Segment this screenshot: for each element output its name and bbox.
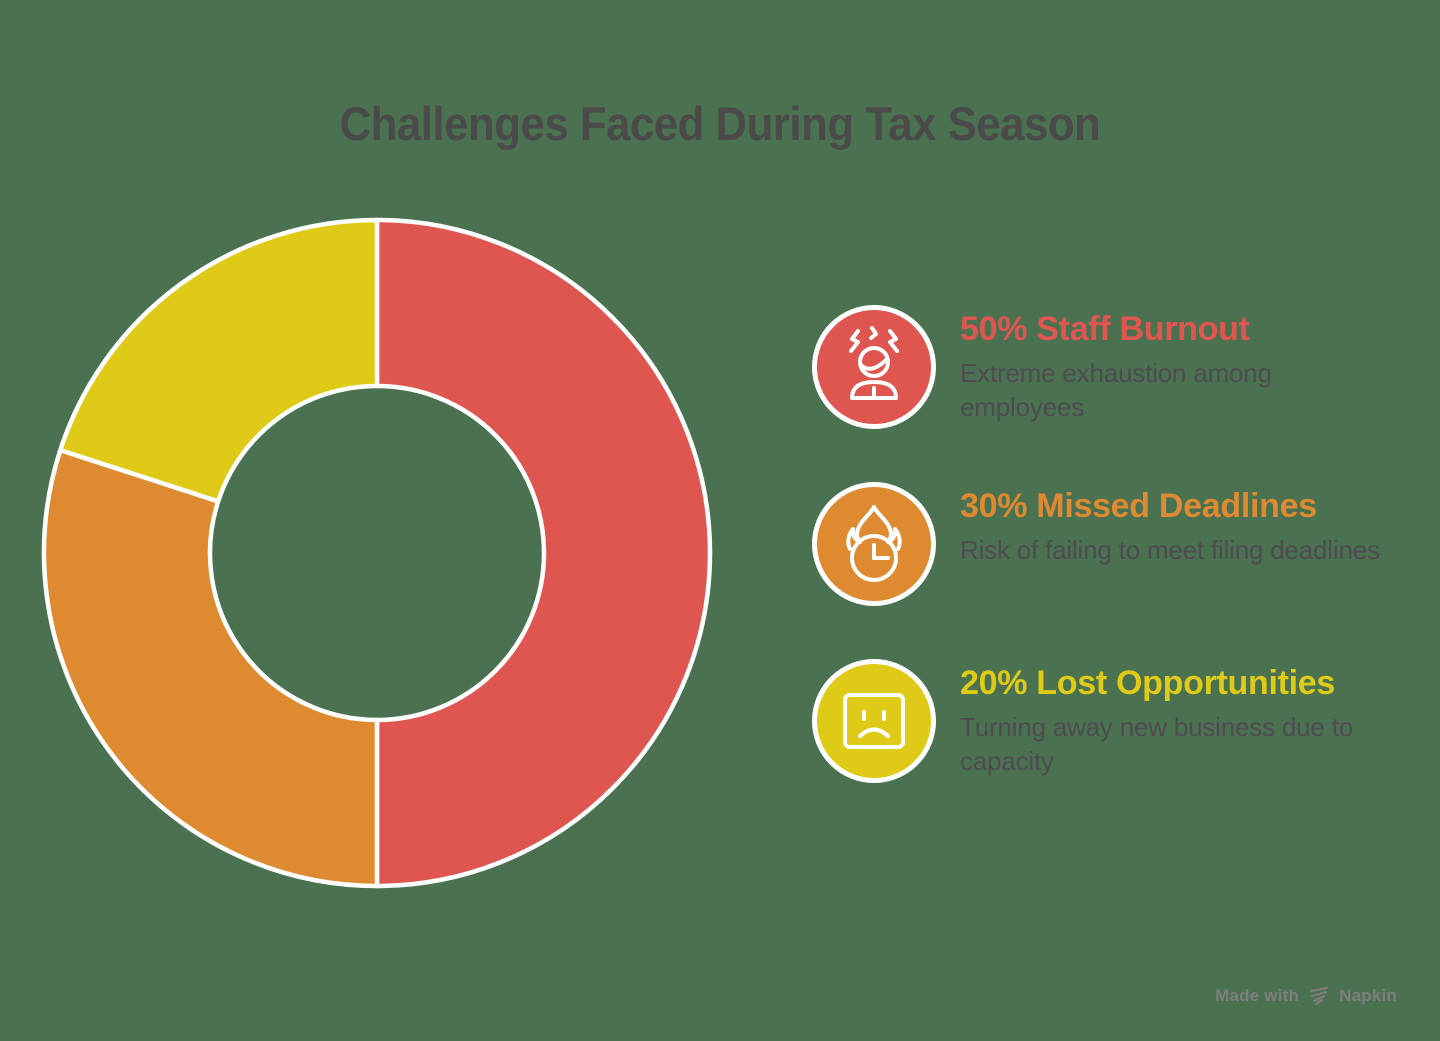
napkin-brand-label: Napkin <box>1339 986 1397 1005</box>
legend-title-staff-burnout: 50% Staff Burnout <box>960 310 1250 348</box>
flaming-clock-icon <box>812 482 936 606</box>
donut-chart-svg <box>41 217 713 889</box>
legend-text-staff-burnout: 50% Staff Burnout Extreme exhaustion amo… <box>960 305 1398 424</box>
donut-segment-staff-burnout <box>374 217 713 889</box>
page-title: Challenges Faced During Tax Season <box>0 96 1440 151</box>
page-title-text: Challenges Faced During Tax Season <box>339 97 1101 150</box>
legend-desc-missed-deadlines: Risk of failing to meet filing deadlines <box>960 535 1380 565</box>
legend-desc-lost-opportunities: Turning away new business due to capacit… <box>960 712 1353 776</box>
stressed-person-icon <box>812 305 936 429</box>
made-with-label: Made with <box>1215 986 1300 1005</box>
legend-item-lost-opportunities: 20% Lost Opportunities Turning away new … <box>812 659 1398 783</box>
chart-legend: 50% Staff Burnout Extreme exhaustion amo… <box>812 305 1398 783</box>
sad-face-icon <box>812 659 936 783</box>
legend-item-staff-burnout: 50% Staff Burnout Extreme exhaustion amo… <box>812 305 1398 429</box>
napkin-logo-icon <box>1310 986 1329 1006</box>
legend-item-missed-deadlines: 30% Missed Deadlines Risk of failing to … <box>812 482 1398 606</box>
made-with-napkin-watermark: Made with Napkin <box>1215 984 1397 1008</box>
legend-title-lost-opportunities: 20% Lost Opportunities <box>960 664 1335 702</box>
legend-title-missed-deadlines: 30% Missed Deadlines <box>960 487 1317 525</box>
legend-text-lost-opportunities: 20% Lost Opportunities Turning away new … <box>960 659 1398 778</box>
donut-chart <box>39 215 715 891</box>
legend-desc-staff-burnout: Extreme exhaustion among employees <box>960 358 1272 422</box>
legend-text-missed-deadlines: 30% Missed Deadlines Risk of failing to … <box>960 482 1398 567</box>
donut-segment-missed-deadlines <box>41 447 380 889</box>
donut-segment-lost-opportunities <box>58 217 380 504</box>
